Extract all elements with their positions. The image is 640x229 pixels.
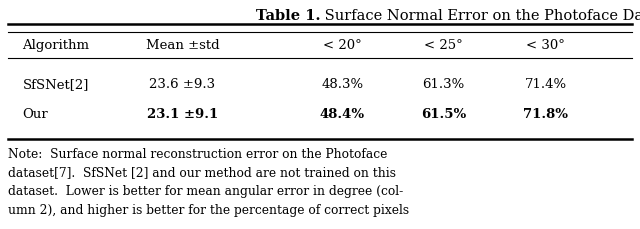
Text: 48.3%: 48.3% [321,78,364,91]
Text: 71.4%: 71.4% [525,78,567,91]
Text: SfSNet[2]: SfSNet[2] [22,78,89,91]
Text: umn 2), and higher is better for the percentage of correct pixels: umn 2), and higher is better for the per… [8,204,409,217]
Text: 23.6 ±9.3: 23.6 ±9.3 [149,78,216,91]
Text: Algorithm: Algorithm [22,39,90,52]
Text: 61.3%: 61.3% [422,78,465,91]
Text: 23.1 ±9.1: 23.1 ±9.1 [147,109,218,121]
Text: < 30°: < 30° [527,39,565,52]
Text: dataset.  Lower is better for mean angular error in degree (col-: dataset. Lower is better for mean angula… [8,185,403,198]
Text: 61.5%: 61.5% [421,109,466,121]
Text: < 20°: < 20° [323,39,362,52]
Text: Mean ±std: Mean ±std [145,39,220,52]
Text: 48.4%: 48.4% [320,109,365,121]
Text: Our: Our [22,109,48,121]
Text: < 25°: < 25° [424,39,463,52]
Text: Surface Normal Error on the Photoface Dataset: Surface Normal Error on the Photoface Da… [320,9,640,23]
Text: 71.8%: 71.8% [524,109,568,121]
Text: Note:  Surface normal reconstruction error on the Photoface: Note: Surface normal reconstruction erro… [8,148,387,161]
Text: Table 1.: Table 1. [255,9,320,23]
Text: dataset[7].  SfSNet [2] and our method are not trained on this: dataset[7]. SfSNet [2] and our method ar… [8,166,396,180]
